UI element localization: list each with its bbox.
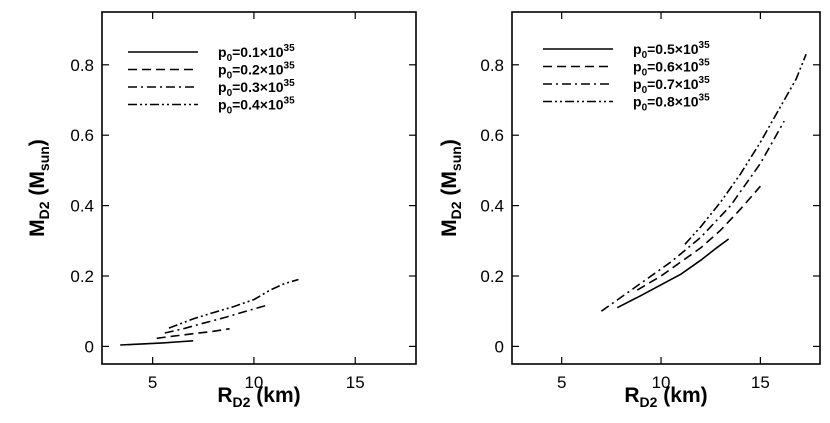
legend-label-2: p0=0.6×1035: [633, 58, 710, 79]
y-tick-label: 0.2: [70, 267, 94, 286]
y-tick-label: 0.4: [70, 197, 94, 216]
plot-frame: [101, 11, 417, 365]
x-tick-label: 5: [557, 373, 566, 392]
x-axis-label: RD2 (km): [217, 384, 300, 410]
legend-label-3: p0=0.3×1035: [218, 78, 295, 99]
legend-label-4: p0=0.4×1035: [218, 96, 295, 117]
x-axis-label: RD2 (km): [624, 384, 707, 410]
y-tick-label: 0.8: [70, 56, 94, 75]
x-tick-label: 15: [346, 373, 365, 392]
x-tick-label: 10: [244, 373, 263, 392]
y-tick-label: 0.6: [480, 126, 504, 145]
series-line-4: [168, 278, 299, 329]
series-line-2: [636, 185, 762, 291]
x-tick-label: 10: [652, 373, 671, 392]
legend-label-2: p0=0.2×1035: [218, 61, 295, 82]
y-tick-label: 0.4: [480, 197, 504, 216]
y-tick-label: 0.8: [480, 56, 504, 75]
legend-label-1: p0=0.5×1035: [633, 40, 710, 61]
series-line-1: [616, 238, 730, 309]
y-tick-label: 0: [85, 337, 94, 356]
series-line-3: [600, 120, 785, 312]
right-chart-panel: 5 10 15 0 0.2 0.4 0.6 0.8 RD2 (km) MD2 (Msun) p0=0…: [438, 11, 821, 410]
series-line-1: [120, 340, 194, 346]
y-tick-label: 0.2: [480, 267, 504, 286]
x-tick-label: 5: [148, 373, 157, 392]
y-tick-label: 0: [495, 337, 504, 356]
series-line-3: [164, 304, 269, 334]
legend-label-3: p0=0.7×1035: [633, 75, 710, 96]
plot-frame: [511, 11, 821, 365]
y-axis-label: MD2 (Msun): [26, 139, 52, 237]
x-tick-label: 15: [751, 373, 770, 392]
legend-label-1: p0=0.1×1035: [218, 43, 295, 64]
y-tick-label: 0.6: [70, 126, 94, 145]
legend-label-4: p0=0.8×1035: [633, 93, 710, 114]
series-line-2: [156, 328, 230, 340]
y-axis-label: MD2 (Msun): [438, 139, 464, 237]
series-line-4: [684, 53, 807, 245]
left-chart-panel: 5 10 15 0 0.2 0.4 0.6 0.8 RD2 (km) MD2 (Msun) p0=0…: [26, 11, 417, 410]
